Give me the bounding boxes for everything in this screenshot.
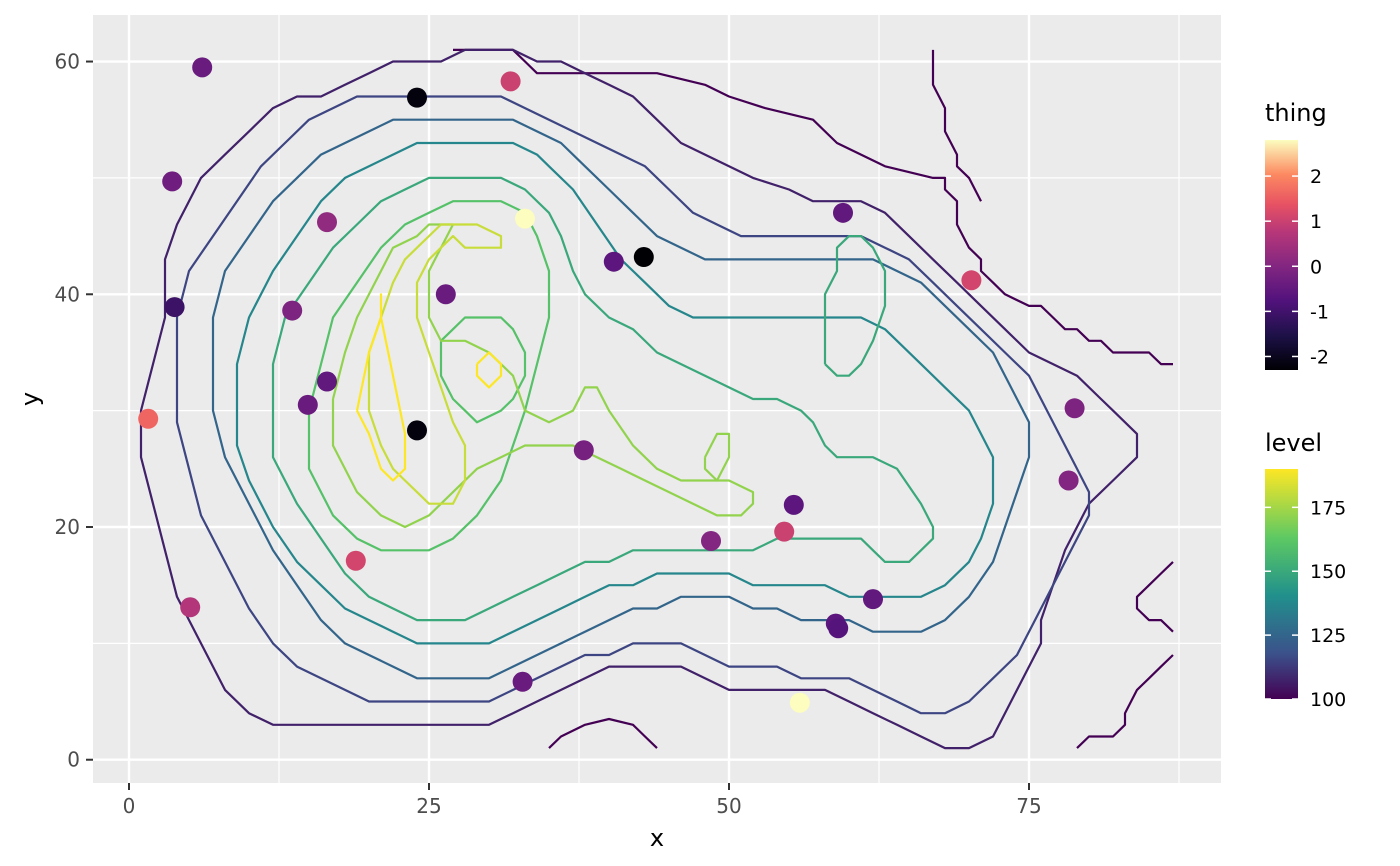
scatter-point (317, 371, 337, 392)
legend-tick-label: 175 (1310, 497, 1346, 519)
y-axis: 0 20 40 60 (55, 50, 93, 772)
legend-level: level 175 150 125 100 (1265, 429, 1346, 711)
scatter-point (603, 251, 624, 272)
legend-tick-label: 1 (1310, 211, 1322, 233)
scatter-point (789, 692, 810, 713)
scatter-point (573, 440, 594, 461)
legend-tick-label: -1 (1310, 301, 1329, 323)
scatter-point (164, 297, 185, 318)
scatter-point (282, 300, 303, 321)
y-tick-label: 40 (55, 282, 80, 306)
scatter-point (500, 71, 521, 92)
contour-line (235, 141, 995, 645)
scatter-point (317, 212, 337, 233)
legend-thing: thing 2 1 0 -1 -2 (1265, 99, 1329, 370)
scatter-point (783, 494, 804, 515)
scatter-point (961, 270, 982, 291)
legend-tick-label: 150 (1310, 561, 1346, 583)
scatter-point (297, 394, 318, 415)
x-tick-label: 50 (716, 794, 741, 818)
contour-line (475, 351, 503, 389)
scatter-point (345, 550, 366, 571)
scatter-point (407, 420, 427, 441)
scatter-point (192, 57, 213, 78)
y-tick-label: 20 (55, 515, 80, 539)
contour-line (139, 48, 1139, 750)
scatter-point (1058, 470, 1079, 491)
legend-thing-colorbar (1265, 140, 1298, 370)
x-axis: 0 25 50 75 (123, 783, 1042, 818)
contour-line (439, 316, 527, 424)
legend-level-title: level (1265, 429, 1322, 457)
contour-line (703, 432, 731, 482)
contour-line (355, 293, 407, 482)
contour-line (823, 235, 887, 377)
y-axis-title: y (16, 392, 44, 406)
scatter-point (774, 521, 795, 542)
x-axis-title: x (650, 824, 664, 852)
legend-tick-label: 100 (1310, 689, 1346, 711)
scatter-point (162, 171, 183, 192)
scatter-point (138, 408, 159, 429)
scatter-point (701, 530, 721, 551)
contour-line (175, 95, 1091, 715)
contour-lines (139, 48, 1174, 750)
legend-tick-label: 2 (1310, 166, 1322, 188)
scatter-point (828, 618, 849, 639)
scatter-point (512, 671, 533, 692)
x-tick-label: 0 (123, 794, 136, 818)
y-tick-label: 60 (55, 50, 80, 74)
scatter-point (833, 202, 853, 223)
contour-line (1076, 654, 1174, 749)
scatter-point (435, 284, 456, 305)
plot-panel (93, 15, 1221, 783)
legend-tick-label: -2 (1310, 346, 1329, 368)
contour-line (453, 48, 1173, 366)
contour-line (307, 200, 551, 552)
contour-line (548, 717, 658, 749)
scatter-point (1064, 398, 1085, 419)
scatter-point (407, 87, 427, 108)
contour-line (931, 49, 982, 202)
x-tick-label: 75 (1016, 794, 1041, 818)
legend-tick-label: 0 (1310, 256, 1322, 278)
contour-line (271, 176, 935, 622)
scatter-point (633, 247, 654, 268)
legend-thing-title: thing (1265, 99, 1327, 127)
scatter-points (138, 57, 1085, 713)
contour-line (1135, 561, 1174, 633)
scatter-point (863, 589, 883, 610)
scatter-point (515, 208, 535, 229)
x-tick-label: 25 (416, 794, 441, 818)
scatter-point (180, 597, 201, 618)
legend-level-colorbar (1265, 469, 1298, 699)
y-tick-label: 0 (67, 748, 80, 772)
legend-tick-label: 125 (1310, 625, 1346, 647)
contour-line (211, 118, 1031, 680)
contour-line (367, 223, 503, 505)
